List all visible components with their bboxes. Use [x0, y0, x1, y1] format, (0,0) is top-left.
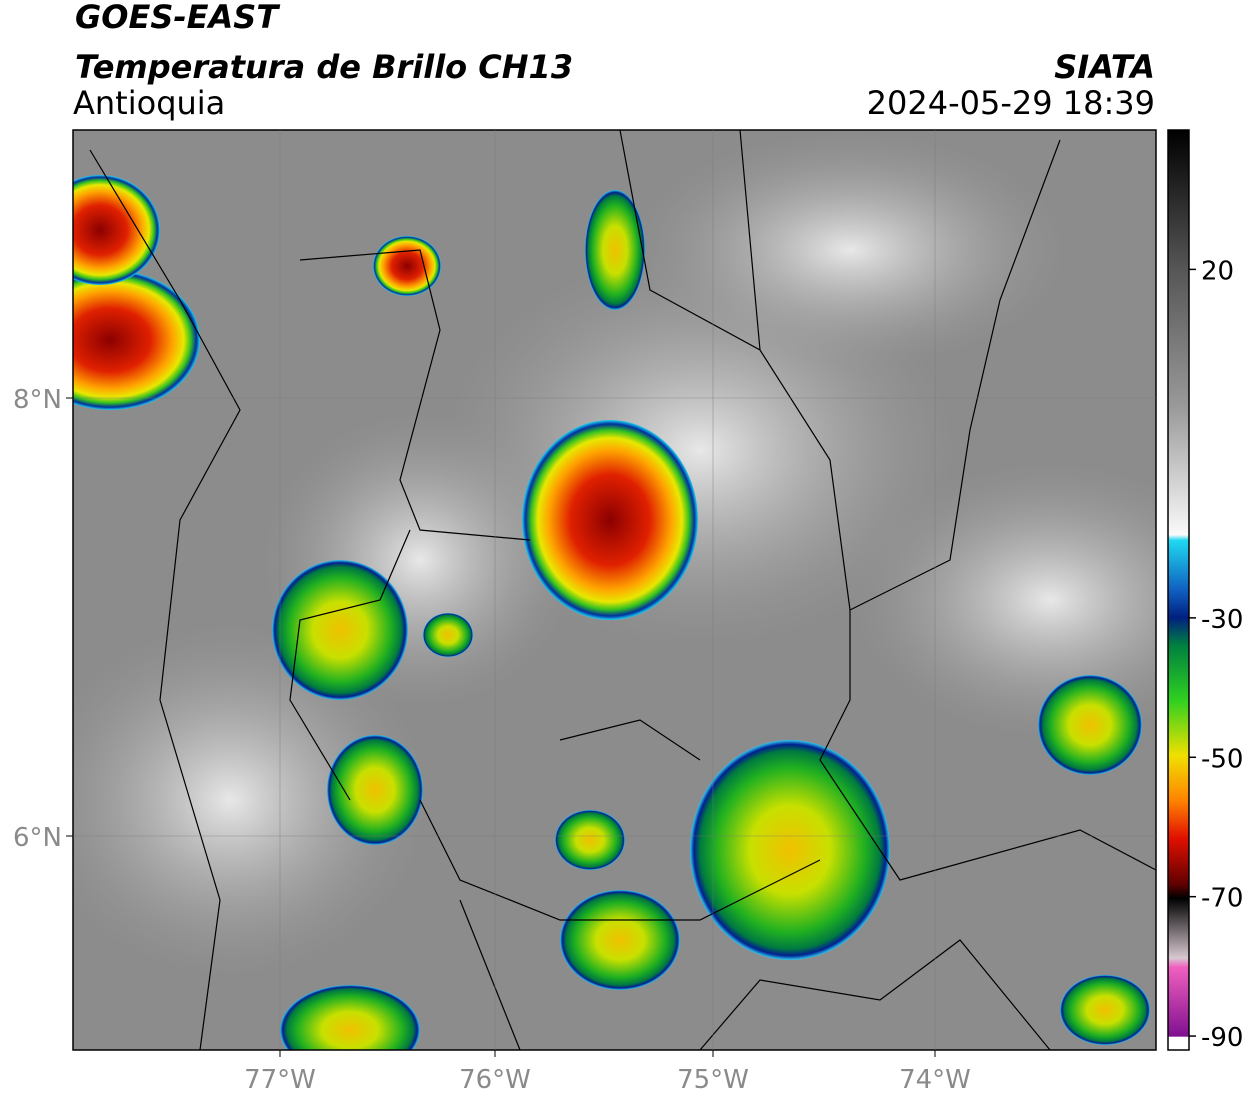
source: SIATA	[1054, 48, 1155, 86]
cell	[690, 740, 890, 960]
cell	[1038, 675, 1142, 775]
colorbar-tick-label: -70	[1201, 884, 1243, 914]
region: Antioquia	[73, 84, 225, 122]
cloud	[630, 130, 1070, 370]
cell	[1060, 975, 1150, 1045]
lon-label: 76°W	[459, 1065, 531, 1095]
colorbar-tick-label: -90	[1201, 1023, 1243, 1053]
cloud	[73, 620, 430, 980]
cell	[280, 985, 420, 1050]
colorbar	[1167, 129, 1190, 1051]
cell	[560, 890, 680, 990]
map-frame	[72, 129, 1157, 1051]
cell	[423, 613, 473, 657]
storm	[73, 175, 160, 285]
storm	[373, 236, 441, 296]
cell	[272, 560, 408, 700]
lat-label: 8°N	[13, 385, 62, 415]
storm	[73, 270, 200, 410]
lon-label: 77°W	[244, 1065, 316, 1095]
storm	[522, 420, 698, 620]
title: GOES-EAST	[75, 0, 280, 36]
cell	[585, 190, 645, 310]
colorbar-tick-label: -50	[1201, 744, 1243, 774]
datetime: 2024-05-29 18:39	[867, 84, 1155, 122]
boundaries	[89, 130, 1156, 1050]
map-imagery	[73, 130, 1156, 1050]
lat-label: 6°N	[13, 823, 62, 853]
cloud	[850, 460, 1156, 740]
colorbar-tick-label: -30	[1201, 605, 1243, 635]
cell	[327, 735, 423, 845]
lon-label: 74°W	[899, 1065, 971, 1095]
subtitle: Temperatura de Brillo CH13	[75, 48, 573, 86]
lon-label: 75°W	[677, 1065, 749, 1095]
colorbar-tick-label: 20	[1201, 256, 1234, 286]
cell	[555, 810, 625, 870]
